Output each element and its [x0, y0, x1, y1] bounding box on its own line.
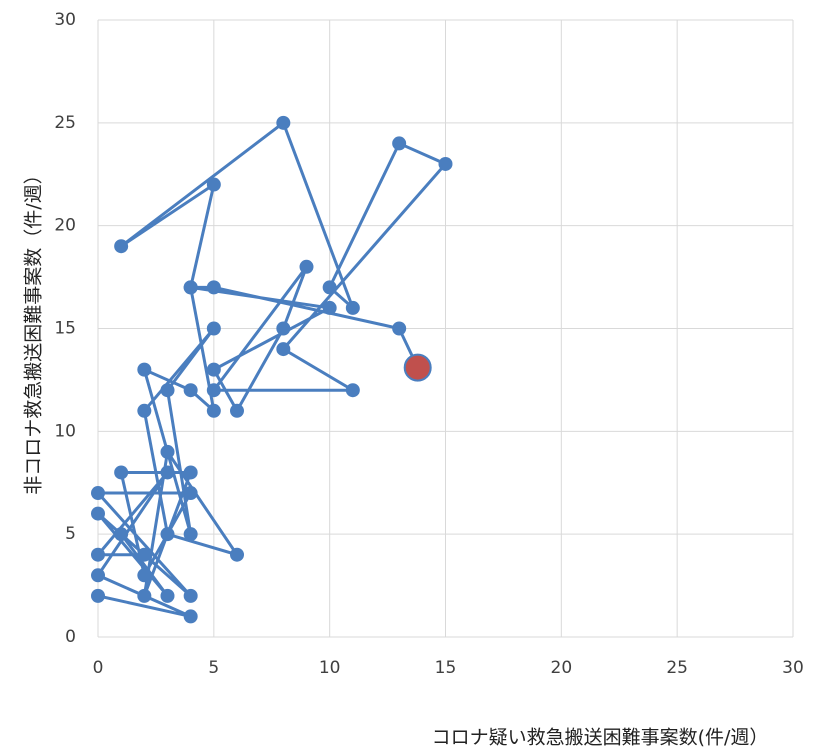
point	[91, 506, 105, 521]
x-tick-label: 30	[782, 658, 804, 678]
highlight-point	[403, 353, 432, 382]
y-tick-label: 15	[54, 319, 76, 339]
x-tick-label: 0	[93, 658, 104, 678]
x-axis-label: コロナ疑い救急搬送困難事案数(件/週）	[432, 727, 769, 749]
point	[345, 300, 360, 315]
point	[183, 486, 198, 501]
point	[183, 465, 198, 480]
point	[160, 465, 175, 480]
point	[345, 383, 360, 398]
point	[206, 383, 221, 398]
point	[114, 465, 129, 480]
x-tick-label: 10	[319, 658, 341, 678]
y-axis-label: 非コロナ救急搬送困難事案数（件/週）	[23, 165, 45, 494]
point	[230, 547, 244, 562]
point	[438, 156, 453, 171]
point	[206, 403, 221, 418]
y-tick-label: 0	[65, 627, 76, 647]
point	[137, 362, 152, 377]
point	[183, 383, 198, 398]
point	[230, 403, 244, 418]
point	[160, 527, 175, 542]
y-tick-label: 10	[54, 421, 76, 441]
x-tick-label: 5	[208, 658, 219, 678]
y-tick-label: 5	[65, 524, 76, 544]
point	[137, 568, 152, 583]
point	[137, 588, 152, 603]
x-tick-label: 15	[435, 658, 457, 678]
y-tick-label: 30	[54, 10, 76, 30]
x-tick-label: 25	[666, 658, 688, 678]
point	[322, 300, 337, 315]
point	[206, 362, 221, 377]
y-tick-label: 25	[54, 113, 76, 133]
point	[91, 547, 105, 562]
point	[276, 342, 291, 357]
point	[137, 547, 152, 562]
point	[91, 486, 105, 501]
point	[114, 527, 129, 542]
point	[206, 177, 221, 192]
point	[276, 115, 291, 130]
point	[206, 280, 221, 295]
point	[392, 321, 407, 336]
point	[183, 588, 198, 603]
point	[160, 588, 175, 603]
point	[91, 588, 105, 603]
y-tick-label: 20	[54, 216, 76, 236]
point	[322, 280, 337, 295]
point	[392, 136, 407, 151]
point	[91, 568, 105, 583]
point	[160, 444, 175, 459]
point	[299, 259, 314, 274]
point	[183, 280, 198, 295]
point	[276, 321, 291, 336]
point	[183, 609, 198, 624]
point	[206, 321, 221, 336]
x-tick-label: 20	[551, 658, 573, 678]
point	[160, 383, 175, 398]
point	[183, 527, 198, 542]
point	[137, 403, 152, 418]
point	[114, 239, 129, 254]
